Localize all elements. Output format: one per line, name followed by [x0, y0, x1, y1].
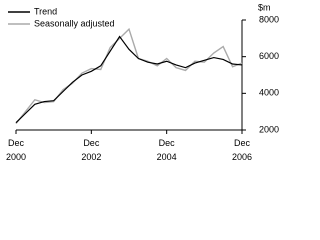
series-line: [15, 35, 243, 124]
x-tick-label: Dec 2004: [157, 138, 177, 162]
y-unit: $m: [258, 2, 271, 12]
legend-label: Trend: [34, 6, 57, 16]
y-tick-label: 4000: [259, 88, 279, 98]
y-tick-label: 2000: [259, 124, 279, 134]
chart: $m 2000 4000 6000 8000 Dec 2000 Dec 2002 Dec 2004…: [6, 2, 279, 162]
series-line: [15, 27, 243, 125]
legend-label: Seasonally adjusted: [34, 18, 115, 28]
x-tick-label: Dec 2000: [6, 138, 26, 162]
y-tick-label: 8000: [259, 14, 279, 24]
y-tick-label: 6000: [259, 51, 279, 61]
x-tick-label: Dec 2006: [232, 138, 252, 162]
x-tick-label: Dec 2002: [81, 138, 101, 162]
